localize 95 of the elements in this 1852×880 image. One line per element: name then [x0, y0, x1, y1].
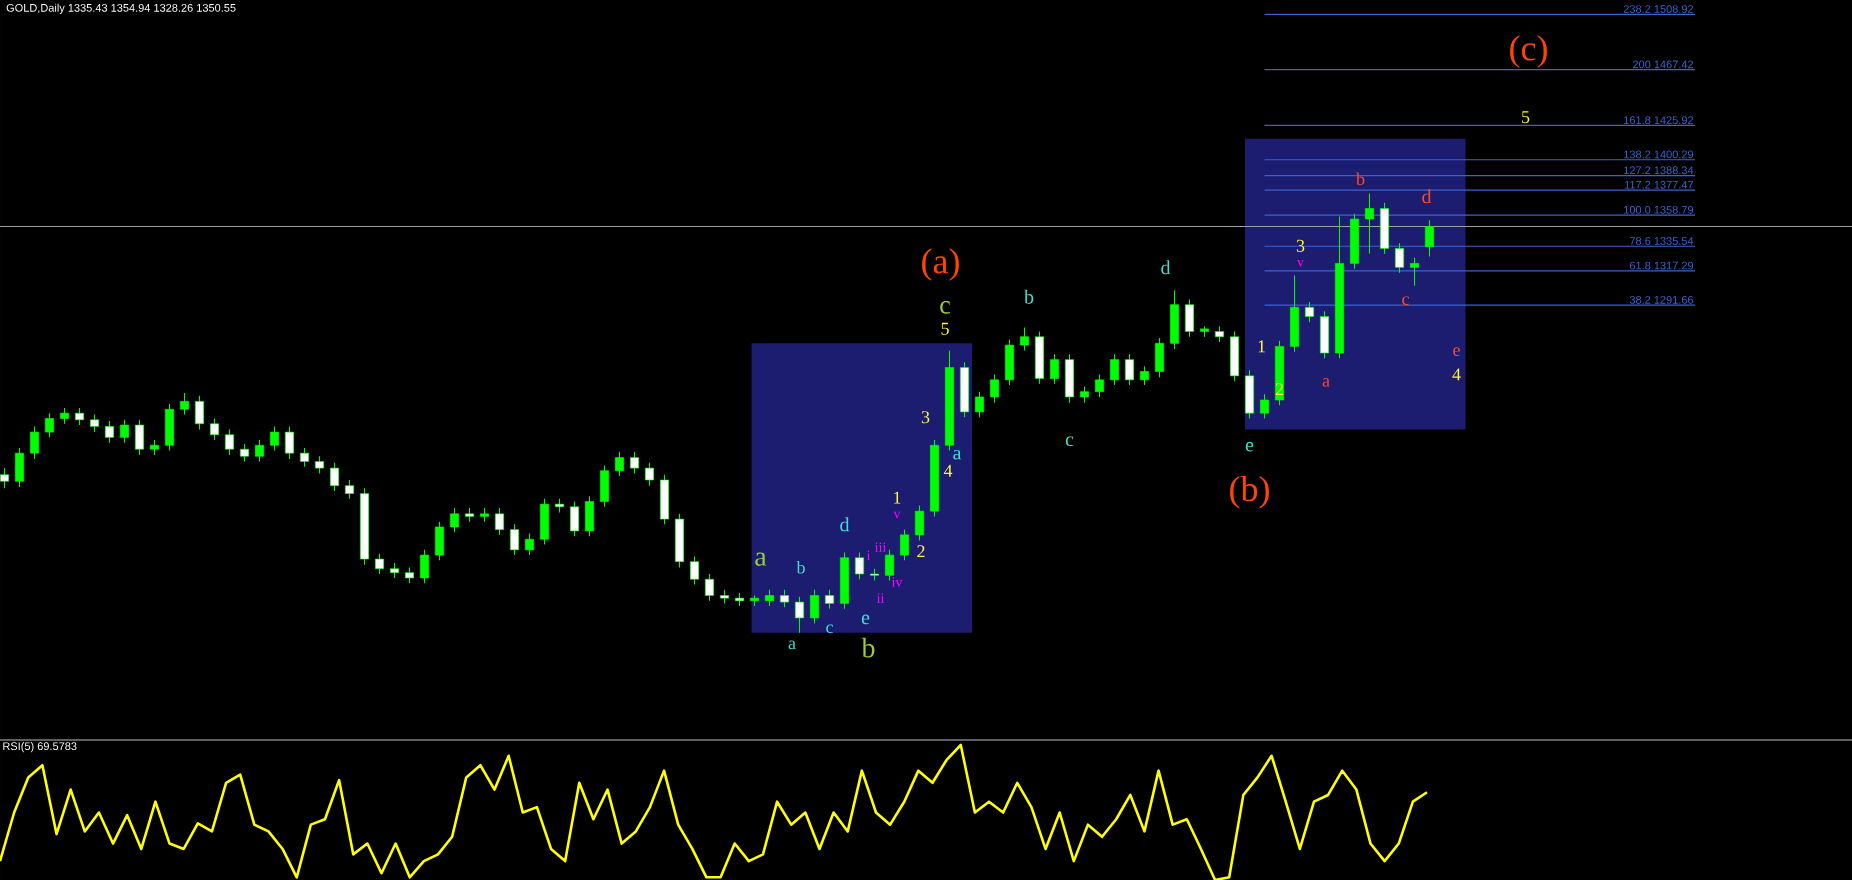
- candlestick: [825, 589, 835, 610]
- candlestick: [1050, 353, 1060, 385]
- candlestick: [525, 533, 535, 556]
- candlestick: [180, 392, 190, 416]
- annotation: e: [861, 614, 870, 625]
- candlestick: [1110, 353, 1120, 386]
- candlestick: [330, 462, 340, 492]
- annotation: a: [755, 552, 767, 566]
- annotation: b: [796, 560, 805, 574]
- annotation: e: [1245, 441, 1254, 452]
- candlestick: [210, 417, 220, 441]
- candlestick: [855, 551, 865, 580]
- annotation: i: [866, 550, 871, 560]
- candlestick: [975, 391, 985, 418]
- annotation: 4: [943, 464, 953, 477]
- candlestick: [300, 447, 310, 468]
- text: 38.2 1291.66: [1629, 295, 1694, 304]
- candlestick: [1395, 242, 1405, 274]
- annotation: iv: [891, 577, 903, 587]
- annotation: c: [1402, 296, 1409, 306]
- annotation: c: [826, 624, 833, 634]
- candlestick: [1095, 374, 1105, 398]
- candlestick: [1425, 219, 1435, 257]
- text: (c): [1510, 35, 1547, 68]
- annotation: (b): [1230, 475, 1269, 509]
- annotation: v: [893, 511, 901, 519]
- candlestick: [615, 451, 625, 477]
- annotation: 3: [921, 411, 930, 424]
- candlestick: [810, 589, 820, 625]
- candlestick: [45, 412, 55, 438]
- candlestick: [0, 467, 10, 489]
- annotation: ii: [876, 593, 885, 603]
- candlestick: [105, 420, 115, 444]
- text: 78.6 1335.54: [1629, 237, 1694, 245]
- text: 61.8 1317.29: [1629, 261, 1694, 270]
- candlestick: [1305, 301, 1315, 323]
- annotation: (a): [922, 248, 959, 281]
- candlestick: [450, 507, 460, 533]
- annotation: c: [1065, 436, 1074, 447]
- candlestick: [990, 374, 1000, 404]
- annotation: c: [940, 301, 950, 314]
- candlestick: [900, 529, 910, 561]
- annotation: 5: [941, 322, 949, 335]
- candlestick: [120, 419, 130, 444]
- candlestick: [1020, 327, 1030, 351]
- text: 5: [1522, 111, 1530, 124]
- annotation: a: [1322, 378, 1330, 387]
- text: 161.8 1425.92: [1624, 116, 1694, 125]
- annotation: v: [1297, 259, 1305, 267]
- candlestick: [705, 573, 715, 602]
- candlestick: [495, 507, 505, 536]
- annotation: 2: [1275, 383, 1284, 396]
- candlestick: [375, 553, 385, 575]
- candlestick: [1410, 257, 1420, 287]
- candlestick: [795, 596, 805, 634]
- annotation: d: [1161, 260, 1171, 275]
- text: 200 1467.42: [1633, 60, 1694, 69]
- text: a: [788, 640, 796, 650]
- text: 117.2 1377.47: [1624, 180, 1694, 189]
- candlestick: [510, 523, 520, 556]
- text: 238.2 1508.92: [1623, 5, 1694, 13]
- annotation: 3: [1296, 239, 1305, 252]
- candlestick: [915, 504, 925, 542]
- candlestick: [1365, 193, 1375, 255]
- text: e: [1453, 347, 1460, 356]
- annotation: d: [1422, 189, 1432, 204]
- chart-title: RSI(5) 69.5783: [3, 742, 77, 753]
- annotation: 1: [894, 491, 901, 504]
- annotation: d: [840, 517, 850, 532]
- chart-title: GOLD,Daily 1335.43 1354.94 1328.26 1350.55: [6, 3, 236, 14]
- text: 127.2 1388.34: [1624, 166, 1694, 175]
- candlestick: [1125, 353, 1135, 386]
- candlestick: [345, 479, 355, 500]
- candlestick: [255, 439, 265, 463]
- text: 4: [1452, 368, 1461, 381]
- annotation: 1: [1258, 340, 1265, 353]
- candlestick: [690, 555, 700, 586]
- annotation: a: [953, 449, 962, 460]
- candlestick: [420, 549, 430, 584]
- text: 100.0 1358.79: [1624, 205, 1694, 214]
- candlestick: [1140, 365, 1150, 386]
- candlestick: [1260, 393, 1270, 419]
- annotation: iii: [874, 542, 887, 552]
- candlestick: [195, 395, 205, 430]
- text: 138.2 1400.29: [1624, 150, 1694, 159]
- candlestick: [645, 462, 655, 487]
- candlestick: [285, 425, 295, 460]
- candlestick: [270, 425, 280, 452]
- text: b: [861, 637, 875, 658]
- candlestick: [225, 428, 235, 456]
- annotation: b: [1024, 289, 1034, 304]
- candlestick: [30, 425, 40, 460]
- candlestick: [630, 451, 640, 474]
- text: b: [1356, 172, 1365, 186]
- annotation: 2: [917, 545, 925, 558]
